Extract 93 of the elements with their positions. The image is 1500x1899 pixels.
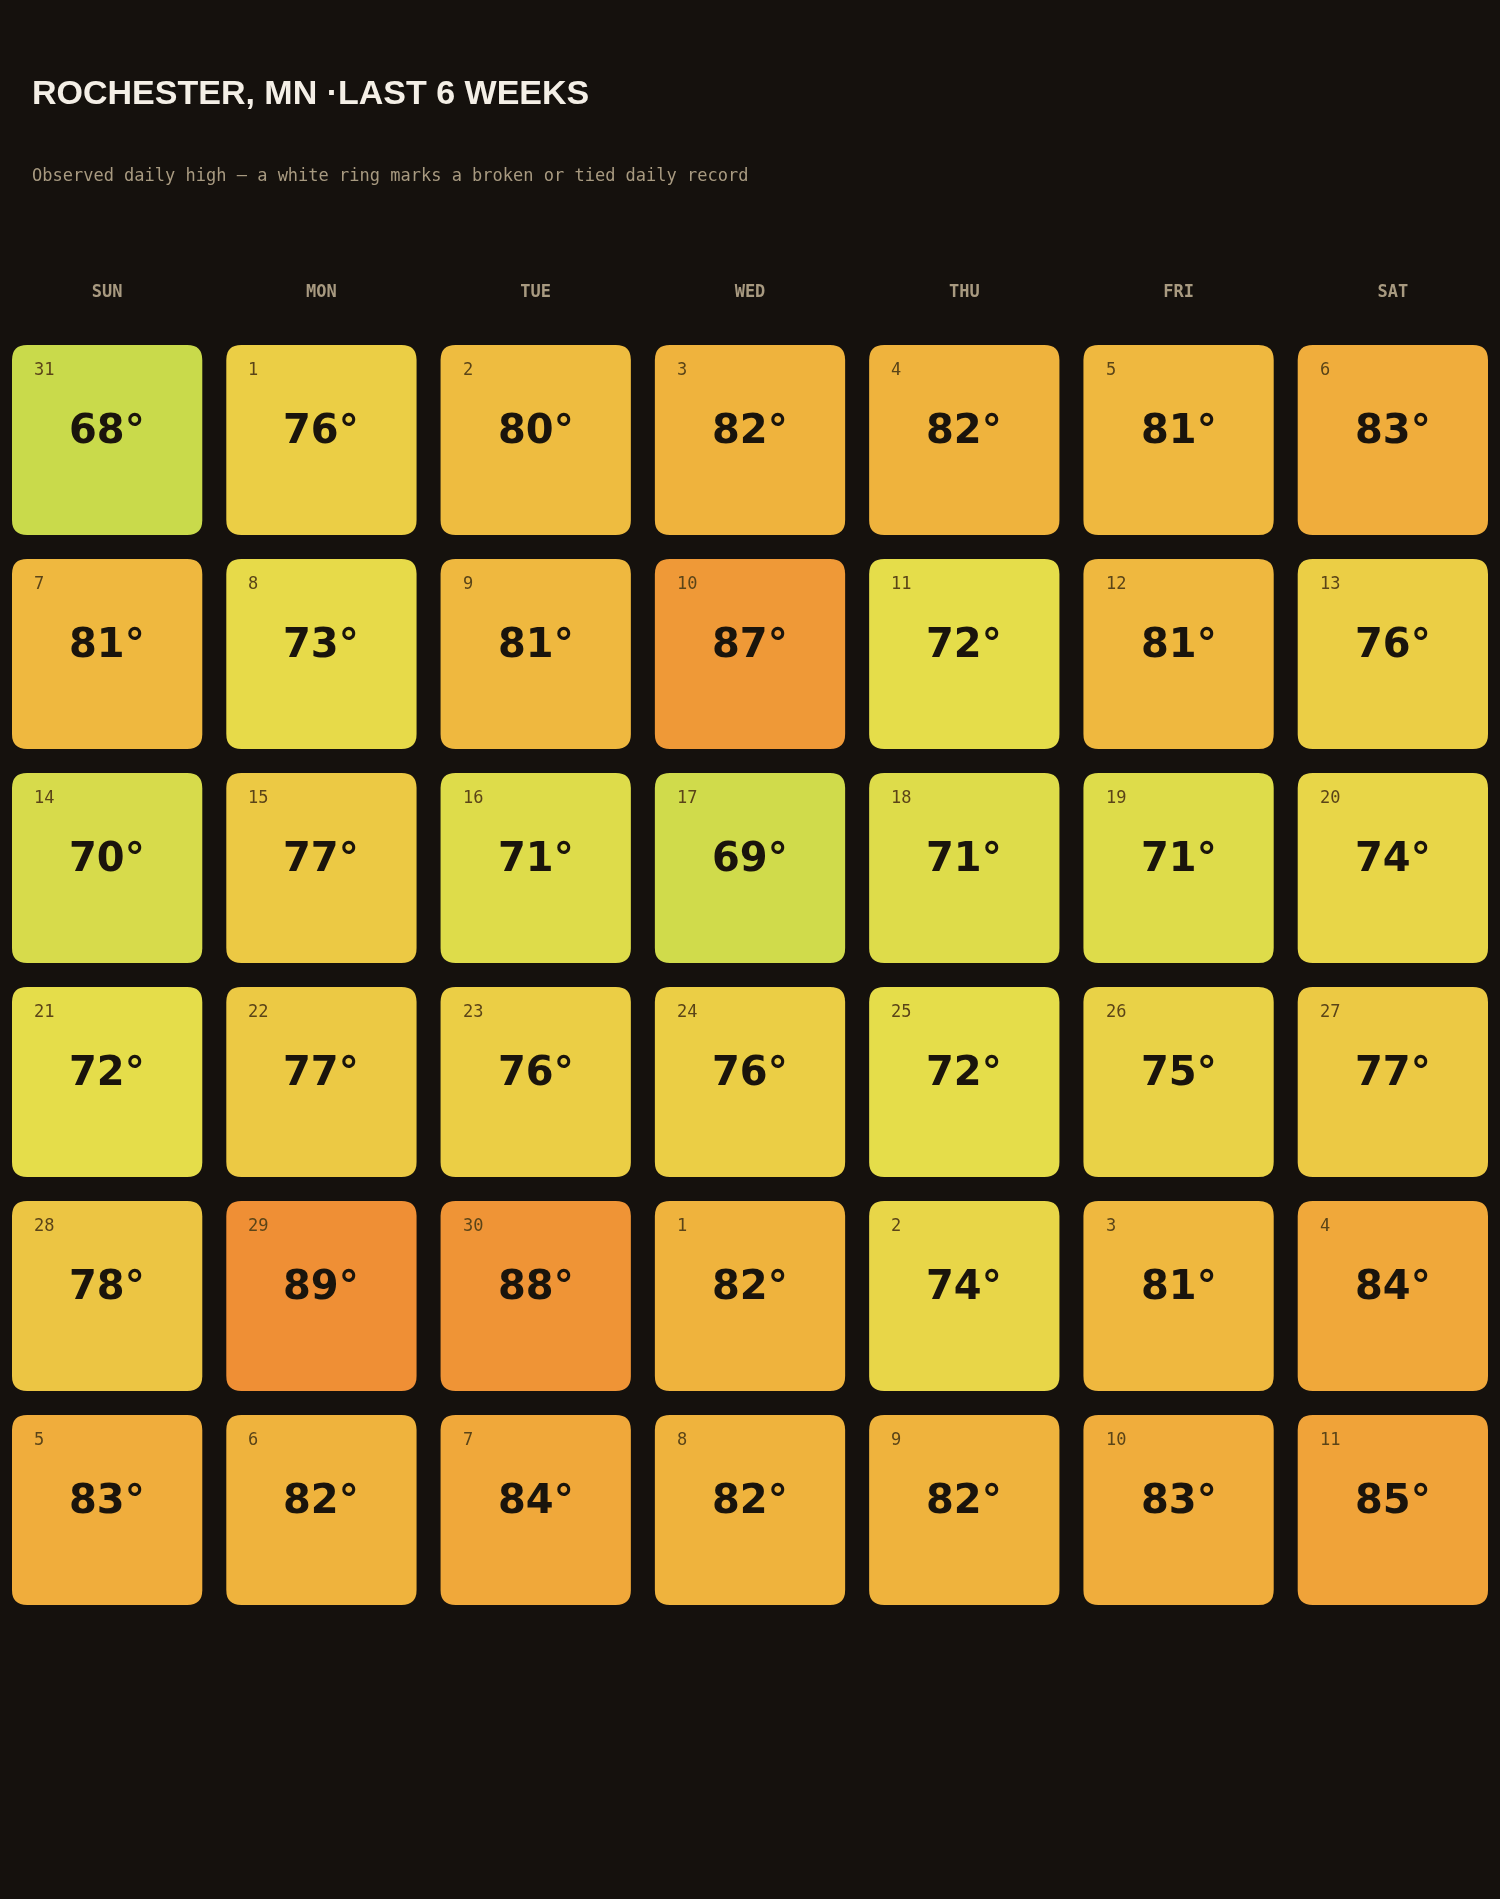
data-label: 81°: [69, 620, 145, 666]
annotation: 17: [677, 787, 698, 807]
annotation: 10: [1106, 1429, 1127, 1449]
annotation: 11: [891, 573, 912, 593]
annotation: 14: [34, 787, 55, 807]
annotation: 2: [463, 359, 474, 379]
data-label: 83°: [69, 1476, 145, 1522]
data-label: 83°: [1141, 1476, 1217, 1522]
x-tick-label: FRI: [1163, 280, 1194, 301]
data-label: 76°: [712, 1048, 788, 1094]
data-label: 72°: [926, 1048, 1002, 1094]
data-label: 73°: [283, 620, 359, 666]
annotation: 26: [1106, 1001, 1127, 1021]
data-label: 68°: [69, 406, 145, 452]
data-label: 78°: [69, 1262, 145, 1308]
data-label: 83°: [1355, 406, 1431, 452]
annotation: 1: [677, 1215, 688, 1235]
data-label: 77°: [283, 834, 359, 880]
data-label: 74°: [926, 1262, 1002, 1308]
data-label: 74°: [1355, 834, 1431, 880]
annotation: 25: [891, 1001, 912, 1021]
annotation: 22: [248, 1001, 269, 1021]
data-label: 84°: [498, 1476, 574, 1522]
annotation: 19: [1106, 787, 1127, 807]
data-label: 76°: [1355, 620, 1431, 666]
data-label: 81°: [1141, 406, 1217, 452]
annotation: 31: [34, 359, 55, 379]
annotation: 5: [1106, 359, 1117, 379]
data-label: 76°: [283, 406, 359, 452]
chart-title: ROCHESTER, MN ·LAST 6 WEEKS: [32, 73, 590, 111]
annotation: 2: [891, 1215, 902, 1235]
annotation: 29: [248, 1215, 269, 1235]
annotation: 20: [1320, 787, 1341, 807]
data-label: 82°: [712, 1262, 788, 1308]
data-label: 82°: [712, 1476, 788, 1522]
annotation: 3: [1106, 1215, 1117, 1235]
annotation: 28: [34, 1215, 55, 1235]
x-tick-label: TUE: [520, 280, 552, 301]
annotation: 4: [1320, 1215, 1331, 1235]
chart-subtitle: Observed daily high — a white ring marks a broken or tied daily record: [32, 165, 749, 185]
data-label: 72°: [926, 620, 1002, 666]
data-label: 81°: [1141, 620, 1217, 666]
annotation: 27: [1320, 1001, 1341, 1021]
annotation: 8: [677, 1429, 688, 1449]
data-label: 82°: [712, 406, 788, 452]
annotation: 1: [248, 359, 259, 379]
annotation: 6: [248, 1429, 259, 1449]
data-label: 81°: [1141, 1262, 1217, 1308]
data-label: 72°: [69, 1048, 145, 1094]
x-tick-label: THU: [948, 280, 980, 301]
data-label: 71°: [1141, 834, 1217, 880]
data-label: 70°: [69, 834, 145, 880]
data-label: 76°: [498, 1048, 574, 1094]
data-label: 85°: [1355, 1476, 1431, 1522]
data-label: 89°: [283, 1262, 359, 1308]
data-label: 82°: [926, 406, 1002, 452]
data-label: 80°: [498, 406, 574, 452]
data-label: 81°: [498, 620, 574, 666]
annotation: 5: [34, 1429, 45, 1449]
data-label: 71°: [498, 834, 574, 880]
data-label: 84°: [1355, 1262, 1431, 1308]
data-label: 87°: [712, 620, 788, 666]
annotation: 16: [463, 787, 484, 807]
annotation: 23: [463, 1001, 484, 1021]
data-label: 82°: [926, 1476, 1002, 1522]
data-label: 82°: [283, 1476, 359, 1522]
annotation: 10: [677, 573, 698, 593]
annotation: 15: [248, 787, 269, 807]
data-label: 88°: [498, 1262, 574, 1308]
annotation: 7: [463, 1429, 474, 1449]
annotation: 12: [1106, 573, 1127, 593]
annotation: 9: [463, 573, 474, 593]
annotation: 7: [34, 573, 45, 593]
data-label: 77°: [283, 1048, 359, 1094]
annotation: 8: [248, 573, 259, 593]
annotation: 9: [891, 1429, 902, 1449]
data-label: 71°: [926, 834, 1002, 880]
annotation: 30: [463, 1215, 484, 1235]
x-tick-label: MON: [306, 280, 337, 301]
annotation: 6: [1320, 359, 1331, 379]
x-tick-label: WED: [734, 280, 766, 301]
x-tick-label: SUN: [91, 280, 123, 301]
data-label: 75°: [1141, 1048, 1217, 1094]
annotation: 18: [891, 787, 912, 807]
data-label: 69°: [712, 834, 788, 880]
annotation: 24: [677, 1001, 698, 1021]
data-label: 77°: [1355, 1048, 1431, 1094]
annotation: 4: [891, 359, 902, 379]
annotation: 11: [1320, 1429, 1341, 1449]
x-tick-label: SAT: [1377, 280, 1409, 301]
annotation: 21: [34, 1001, 55, 1021]
annotation: 3: [677, 359, 688, 379]
annotation: 13: [1320, 573, 1341, 593]
